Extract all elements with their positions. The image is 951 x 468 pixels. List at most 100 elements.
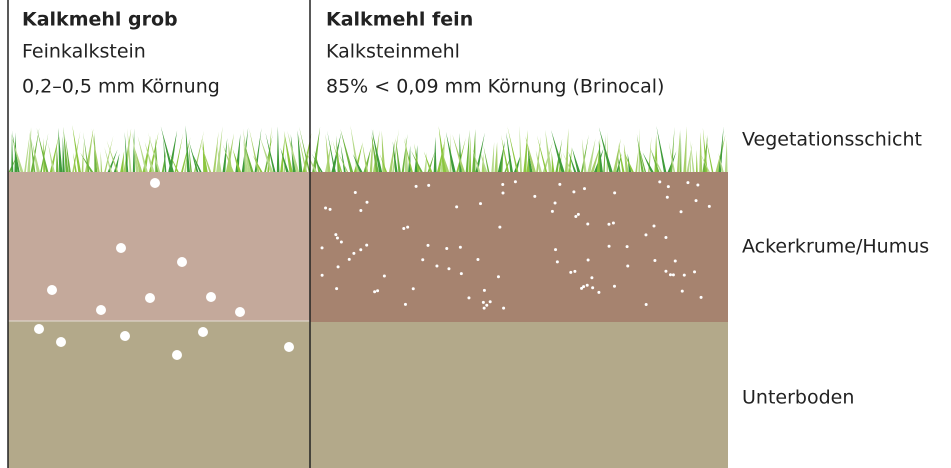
fine-particle <box>551 210 554 213</box>
fine-particle <box>479 202 482 205</box>
grass-blade <box>565 128 569 173</box>
fine-particle <box>573 270 576 273</box>
fine-particle <box>483 307 486 310</box>
fine-particle <box>514 180 517 183</box>
grass-blade <box>725 140 728 173</box>
fine-particle <box>653 259 656 262</box>
fine-particle <box>569 271 572 274</box>
fine-particle <box>667 185 670 188</box>
topsoil-fine <box>310 172 728 322</box>
fine-particle <box>376 289 379 292</box>
panel-line: Kalksteinmehl <box>326 41 460 63</box>
fine-particle <box>583 187 586 190</box>
fine-particle <box>329 208 332 211</box>
fine-particle <box>693 270 696 273</box>
fine-particle <box>645 303 648 306</box>
fine-particle <box>683 274 686 277</box>
fine-particle <box>591 286 594 289</box>
grass-blade <box>572 148 581 173</box>
fine-particle <box>324 207 327 210</box>
panel-title: Kalkmehl grob <box>22 9 178 31</box>
grass-blade <box>56 145 59 173</box>
fine-particle <box>664 236 667 239</box>
fine-particle <box>666 196 669 199</box>
fine-particle <box>406 226 409 229</box>
fine-particle <box>352 252 355 255</box>
fine-particle <box>373 290 376 293</box>
fine-particle <box>340 241 343 244</box>
grass-blade <box>677 131 680 173</box>
fine-particle <box>680 210 683 213</box>
fine-particle <box>489 300 492 303</box>
fine-particle <box>652 224 655 227</box>
fine-particle <box>502 307 505 310</box>
fine-particle <box>402 227 405 230</box>
fine-particle <box>321 274 324 277</box>
layer-label: Unterboden <box>742 387 854 409</box>
fine-particle <box>554 202 557 205</box>
fine-particle <box>455 205 458 208</box>
grass-blade <box>523 130 528 173</box>
grass-layer <box>8 125 728 173</box>
grass-blade <box>683 126 687 173</box>
fine-particle <box>501 183 504 186</box>
fine-particle <box>672 273 675 276</box>
fine-particle <box>365 244 368 247</box>
fine-particle <box>354 191 357 194</box>
fine-particle <box>359 209 362 212</box>
fine-particle <box>427 244 430 247</box>
fine-particle <box>460 272 463 275</box>
subsoil-coarse <box>8 321 310 468</box>
fine-particle <box>708 205 711 208</box>
fine-particle <box>626 245 629 248</box>
fine-particle <box>590 276 593 279</box>
grass-blade <box>82 141 84 173</box>
grass-blade <box>101 151 103 173</box>
fine-particle <box>558 183 561 186</box>
panel-line: 0,2–0,5 mm Körnung <box>22 76 220 98</box>
fine-particle <box>476 258 479 261</box>
layer-label: Vegetationsschicht <box>742 129 922 151</box>
grass-blade <box>519 126 522 173</box>
fine-particle <box>626 264 629 267</box>
grass-blade <box>472 129 475 173</box>
grass-blade <box>466 130 470 173</box>
fine-particle <box>501 192 504 195</box>
fine-particle <box>612 221 615 224</box>
fine-particle <box>335 287 338 290</box>
fine-particle <box>336 236 339 239</box>
panel-title: Kalkmehl fein <box>326 9 473 31</box>
fine-particle <box>696 184 699 187</box>
fine-particle <box>348 258 351 261</box>
fine-particle <box>498 226 501 229</box>
panel-line: Feinkalkstein <box>22 41 146 63</box>
fine-particle <box>337 265 340 268</box>
fine-particle <box>485 304 488 307</box>
fine-particle <box>459 246 462 249</box>
subsoil-fine <box>310 322 728 468</box>
diagram: Kalkmehl grob Feinkalkstein 0,2–0,5 mm K… <box>0 0 951 468</box>
fine-particle <box>554 248 557 251</box>
grass-blade <box>277 126 280 173</box>
grass-blade <box>552 151 555 173</box>
fine-particle <box>497 275 500 278</box>
grass-blade <box>340 129 353 173</box>
fine-particle <box>482 301 485 304</box>
fine-particle <box>587 259 590 262</box>
fine-particle <box>613 285 616 288</box>
grass-blade <box>382 131 386 173</box>
fine-particle <box>412 287 415 290</box>
fine-particle <box>700 296 703 299</box>
fine-particle <box>404 303 407 306</box>
fine-particle <box>613 191 616 194</box>
fine-particle <box>366 201 369 204</box>
fine-particle <box>608 245 611 248</box>
fine-particle <box>644 233 647 236</box>
fine-particle <box>586 223 589 226</box>
fine-particle <box>467 296 470 299</box>
fine-particle <box>427 184 430 187</box>
fine-particle <box>695 199 698 202</box>
fine-particle <box>597 291 600 294</box>
fine-particle <box>658 180 661 183</box>
fine-particle <box>669 273 672 276</box>
